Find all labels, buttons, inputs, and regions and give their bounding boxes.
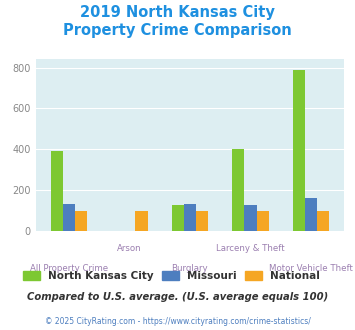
Text: Motor Vehicle Theft: Motor Vehicle Theft xyxy=(269,264,353,273)
Bar xyxy=(245,206,257,231)
Bar xyxy=(317,211,329,231)
Text: Property Crime Comparison: Property Crime Comparison xyxy=(63,23,292,38)
Text: Larceny & Theft: Larceny & Theft xyxy=(216,244,285,253)
Bar xyxy=(75,211,87,231)
Bar xyxy=(172,206,184,231)
Legend: North Kansas City, Missouri, National: North Kansas City, Missouri, National xyxy=(23,271,320,281)
Bar xyxy=(293,70,305,231)
Text: All Property Crime: All Property Crime xyxy=(30,264,108,273)
Bar xyxy=(135,211,148,231)
Bar xyxy=(63,205,75,231)
Text: Burglary: Burglary xyxy=(171,264,208,273)
Bar xyxy=(232,149,245,231)
Bar xyxy=(184,205,196,231)
Bar xyxy=(51,151,63,231)
Bar xyxy=(257,211,269,231)
Bar xyxy=(305,198,317,231)
Text: © 2025 CityRating.com - https://www.cityrating.com/crime-statistics/: © 2025 CityRating.com - https://www.city… xyxy=(45,317,310,326)
Text: 2019 North Kansas City: 2019 North Kansas City xyxy=(80,5,275,20)
Text: Compared to U.S. average. (U.S. average equals 100): Compared to U.S. average. (U.S. average … xyxy=(27,292,328,302)
Text: Arson: Arson xyxy=(117,244,142,253)
Bar xyxy=(196,211,208,231)
